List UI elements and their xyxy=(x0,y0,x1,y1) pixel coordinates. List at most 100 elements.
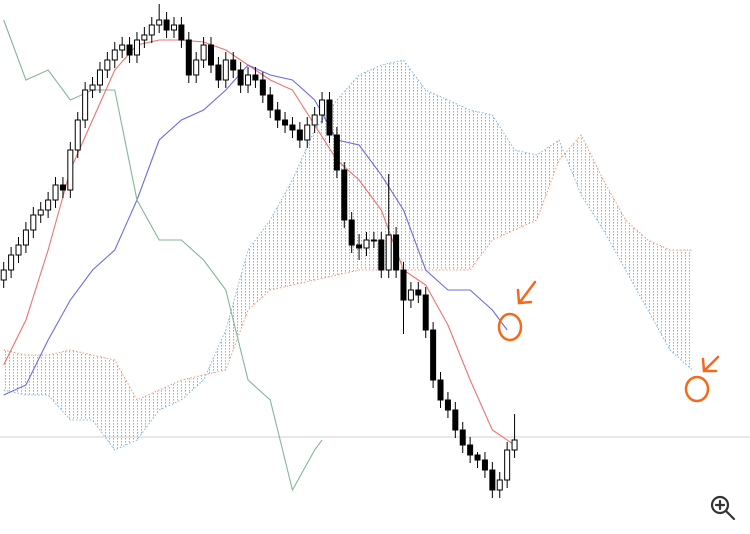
candle-body xyxy=(422,294,429,331)
cloud-fill xyxy=(425,90,448,270)
candle-body xyxy=(274,109,281,121)
candle-body xyxy=(15,244,22,256)
candle-body xyxy=(37,209,44,216)
candle-body xyxy=(504,449,511,481)
candle-body xyxy=(311,114,318,126)
cloud-fill xyxy=(225,250,249,370)
cloud-fill xyxy=(248,220,271,310)
candle-body xyxy=(215,64,222,81)
candle-body xyxy=(400,269,407,301)
cloud-fill xyxy=(3,350,26,395)
candle-body xyxy=(444,399,451,411)
candle-body xyxy=(415,289,422,296)
cloud-boundary xyxy=(3,59,693,451)
cloud-fill xyxy=(25,355,49,395)
cloud-fill xyxy=(581,135,604,230)
candle-body xyxy=(104,59,111,71)
cloud-fill xyxy=(48,350,71,420)
candle-body xyxy=(252,74,259,81)
annotation-circle xyxy=(684,375,710,403)
candle-body xyxy=(467,444,474,456)
candle-body xyxy=(282,119,289,126)
candle-body xyxy=(319,99,326,116)
candle-body xyxy=(341,169,348,221)
candle-body xyxy=(496,479,503,491)
zoom-button[interactable] xyxy=(710,495,736,521)
candle-body xyxy=(378,239,385,271)
candle-body xyxy=(430,329,437,381)
cloud xyxy=(3,59,693,451)
candle-body xyxy=(370,239,377,242)
candle-body xyxy=(59,184,66,191)
candle-body xyxy=(489,469,496,491)
candle-body xyxy=(170,24,177,31)
candle-body xyxy=(52,184,59,201)
candle-body xyxy=(200,44,207,61)
zoom-glyph xyxy=(714,499,736,521)
candle-body xyxy=(326,99,333,136)
cloud-fill xyxy=(514,150,537,230)
cloud-fill xyxy=(270,180,293,290)
cloud-fill xyxy=(647,240,671,350)
candle-body xyxy=(363,239,370,249)
cloud-fill xyxy=(336,75,360,275)
candle-body xyxy=(119,44,126,51)
annotation-arrow xyxy=(516,280,537,305)
candle-body xyxy=(156,19,163,26)
candle-body xyxy=(385,234,392,271)
cloud-fill xyxy=(625,220,648,310)
annotation-circle xyxy=(497,312,523,342)
candle-body xyxy=(333,134,340,171)
cloud-fill xyxy=(292,130,315,285)
candle-body xyxy=(74,119,81,151)
cloud-fill xyxy=(114,360,137,450)
candle-body xyxy=(0,269,7,281)
cloud-fill xyxy=(70,350,93,420)
cloud-fill xyxy=(492,115,515,240)
candle-body xyxy=(511,439,518,451)
cloud-fill xyxy=(136,390,160,440)
candle-body xyxy=(133,39,140,56)
cloud-fill xyxy=(92,355,115,450)
candle-body xyxy=(8,254,15,271)
cloud-fill xyxy=(403,60,426,270)
candle-body xyxy=(407,289,414,301)
candle-body xyxy=(481,459,488,471)
candle-body xyxy=(348,219,355,246)
candle-body xyxy=(437,379,444,401)
indicator-lines xyxy=(0,19,750,492)
candle-body xyxy=(304,124,311,141)
cloud-fill xyxy=(314,100,337,280)
candle-body xyxy=(148,24,155,36)
cloud-fill xyxy=(536,140,559,220)
candle-body xyxy=(193,59,200,76)
candle-body xyxy=(111,49,118,61)
candle-body xyxy=(126,44,133,56)
cloud-fill xyxy=(359,65,382,270)
candle-body xyxy=(208,44,215,66)
candle-body xyxy=(296,129,303,141)
indicator-line xyxy=(3,64,508,396)
candles xyxy=(0,4,518,498)
candle-body xyxy=(82,89,89,121)
candle-body xyxy=(267,94,274,111)
candle-body xyxy=(30,214,37,231)
cloud-fill xyxy=(181,375,204,400)
candle-body xyxy=(22,229,29,246)
candle-body xyxy=(393,234,400,271)
candle-body xyxy=(356,244,363,249)
indicator-line xyxy=(3,19,323,492)
candle-body xyxy=(259,79,266,96)
candle-body xyxy=(459,429,466,446)
candle-body xyxy=(237,69,244,86)
candle-body xyxy=(474,454,481,461)
candle-body xyxy=(222,59,229,81)
candle-body xyxy=(89,84,96,91)
candle-body xyxy=(178,24,185,41)
candle-body xyxy=(141,34,148,41)
cloud-fill xyxy=(447,100,471,270)
cloud-fill xyxy=(670,250,693,370)
zoom-lens xyxy=(710,495,730,515)
candle-body xyxy=(230,59,237,71)
